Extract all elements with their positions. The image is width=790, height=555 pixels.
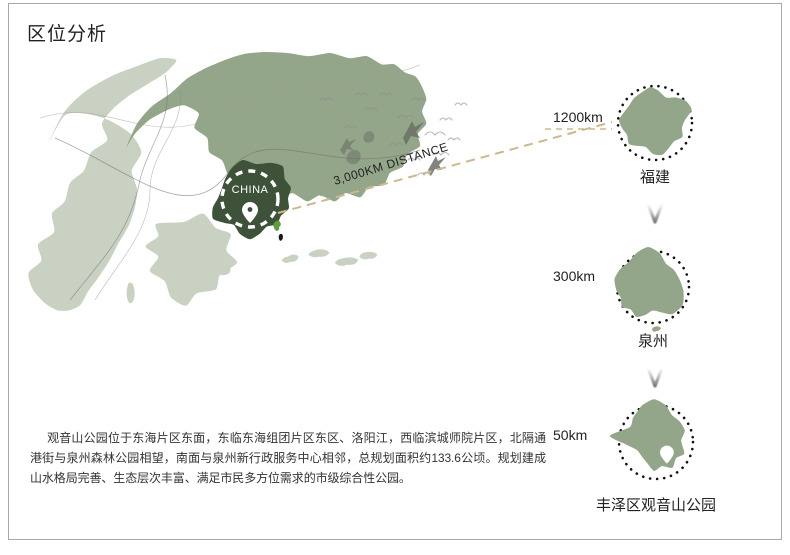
svg-text:泉州: 泉州: [638, 333, 668, 350]
svg-text:1200km: 1200km: [553, 109, 603, 125]
svg-text:300km: 300km: [553, 268, 595, 284]
svg-text:福建: 福建: [640, 169, 670, 186]
svg-text:丰泽区观音山公园: 丰泽区观音山公园: [596, 497, 716, 514]
svg-text:CHINA: CHINA: [232, 184, 269, 196]
svg-text:50km: 50km: [553, 427, 587, 443]
